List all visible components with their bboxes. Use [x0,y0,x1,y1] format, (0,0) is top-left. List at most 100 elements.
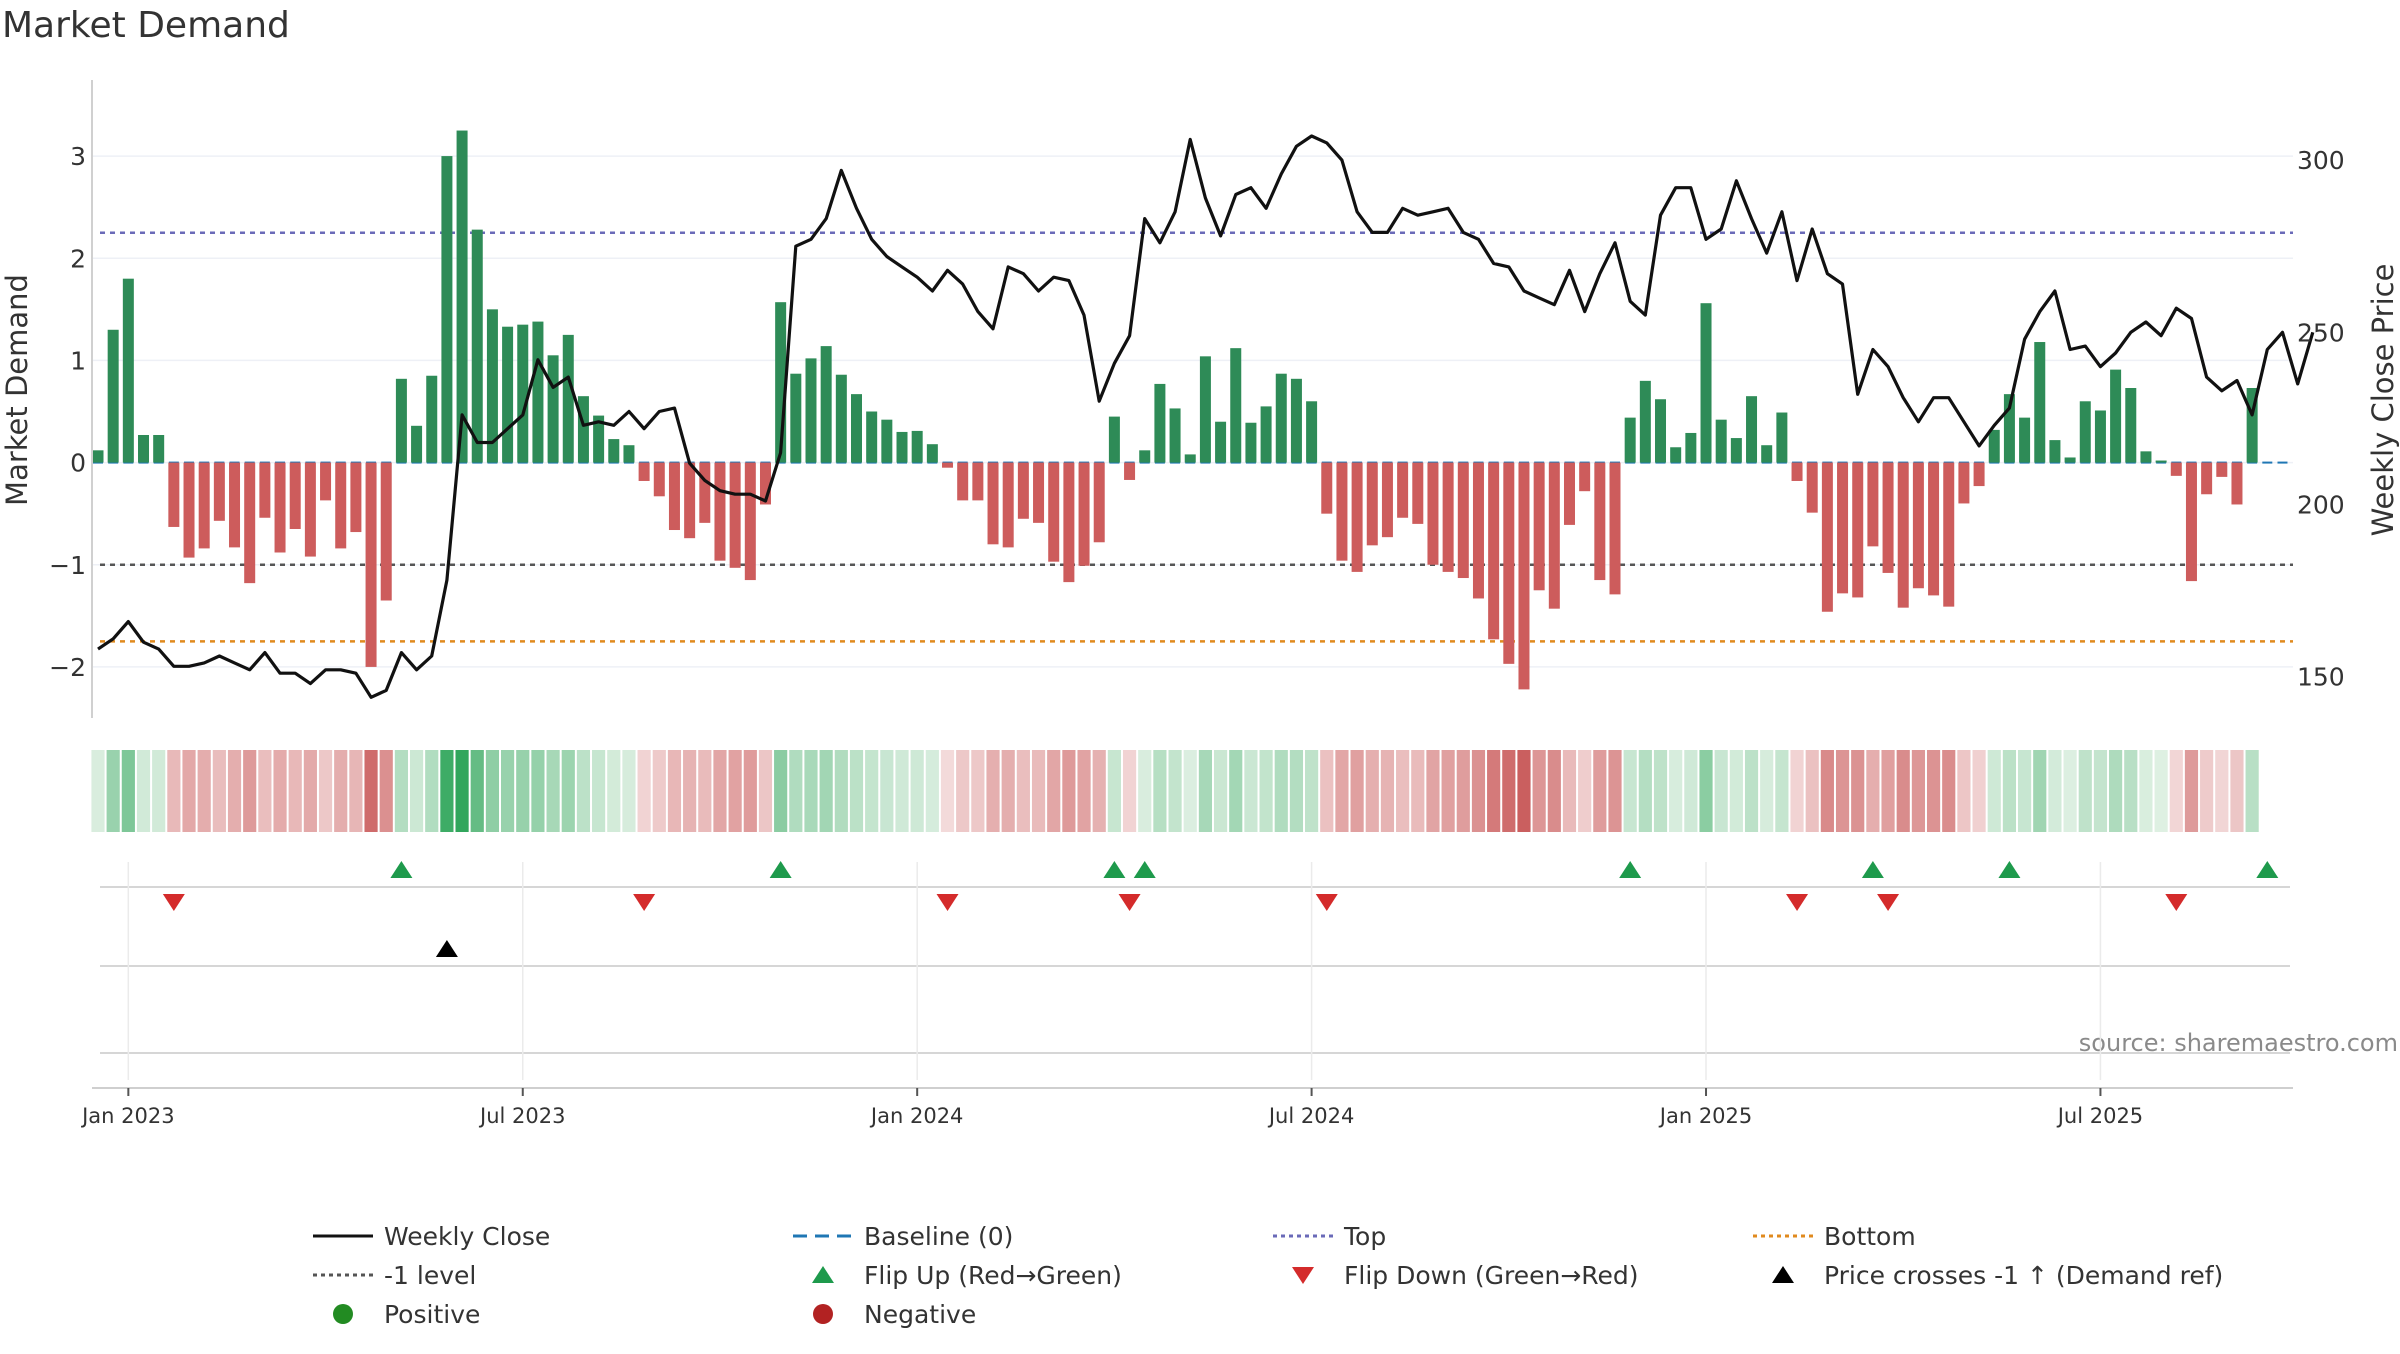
y-tick-label: 2 [70,244,86,273]
negative-bar [1366,462,1378,546]
heat-cell [1107,750,1121,832]
heat-cell [1305,750,1319,832]
positive-bar [562,334,574,463]
heat-cell [1016,750,1030,832]
heat-cell [956,750,970,832]
negative-bar [1093,462,1105,543]
positive-bar [2064,457,2076,463]
heat-cell [1729,750,1743,832]
negative-bar [1806,462,1818,513]
positive-bar [517,324,529,463]
heat-cell [683,750,697,832]
heat-cell [1608,750,1622,832]
heat-cell [743,750,757,832]
heat-cell [1593,750,1607,832]
positive-bar [1685,432,1697,463]
heat-cell [1820,750,1834,832]
positive-bar [608,439,620,463]
flip-down-marker [1877,894,1900,911]
chart-title: Market Demand [2,5,290,46]
positive-bar [426,375,438,463]
positive-bar [502,326,514,463]
heat-cell [1805,750,1819,832]
heat-cell [2184,750,2199,832]
negative-bar [1472,462,1484,599]
heat-cell [1153,750,1167,832]
negative-bar [1503,462,1515,664]
flip-down-marker [936,894,959,911]
heat-cell [1866,750,1880,832]
positive-bar [851,394,862,463]
positive-bar [122,278,134,463]
positive-bar [1245,422,1257,463]
positive-bar [2094,410,2106,463]
positive-bar [1215,421,1227,463]
negative-bar [1124,462,1136,480]
positive-bar [1776,412,1788,463]
heat-cell [1835,750,1850,832]
flip-up-marker [769,861,792,878]
positive-bar [547,355,559,463]
positive-bar [411,425,423,463]
negative-bar [1427,462,1439,565]
heat-cell [1471,750,1486,832]
legend-label: Weekly Close [384,1222,550,1251]
legend-triangle-up-symbol [812,1266,834,1283]
legend-label: Price crosses -1 ↑ (Demand ref) [1824,1261,2223,1290]
heat-cell [1896,750,1910,832]
positive-bar [2125,388,2137,463]
heat-cell [804,750,818,832]
positive-bar [2140,451,2152,463]
heat-cell [334,750,348,832]
heat-cell [652,750,666,832]
flip-up-marker [1133,861,1156,878]
positive-bar [805,358,817,463]
heat-cell [1547,750,1561,832]
heat-cell [561,750,575,832]
heat-cell [2200,750,2214,832]
heat-cell [1365,750,1379,832]
negative-bar [244,462,256,584]
negative-bar [1336,462,1348,561]
heat-cell [501,750,515,832]
negative-bar [653,462,665,497]
flip-up-marker [1103,861,1126,878]
heat-cell [425,750,439,832]
heat-cell [546,750,560,832]
positive-bar [1761,445,1773,463]
heat-cell [2078,750,2092,832]
flip-down-marker [633,894,656,911]
negative-bar [1943,462,1955,607]
x-tick-label: Jul 2024 [1267,1104,1354,1128]
x-tick-label: Jan 2024 [869,1104,964,1128]
negative-bar [259,462,271,518]
flip-down-marker [1786,894,1809,911]
heat-cell [273,750,287,832]
heat-cell [2230,750,2244,832]
negative-bar [1518,462,1530,690]
heat-cell [2154,750,2168,832]
x-tick-label: Jul 2025 [2056,1104,2143,1128]
legend-label: Baseline (0) [864,1222,1013,1251]
negative-bar [1912,462,1924,589]
negative-bar [1609,462,1621,595]
positive-bar [1184,454,1196,463]
flip-down-marker [1118,894,1141,911]
negative-bar [1457,462,1469,579]
heat-cell [243,750,257,832]
heat-cell [318,750,333,832]
heat-cell [774,750,788,832]
flip-up-marker [1861,861,1884,878]
flip-up-marker [1619,861,1642,878]
y2-tick-label: 300 [2297,146,2345,175]
negative-bar [350,462,362,533]
negative-bar [1867,462,1879,547]
heat-cell [1350,750,1364,832]
negative-bar [229,462,241,548]
heat-cell [2093,750,2108,832]
negative-bar [1958,462,1970,504]
legend-dot-symbol [333,1304,353,1324]
heat-cell [121,750,135,832]
heat-cell [2018,750,2032,832]
